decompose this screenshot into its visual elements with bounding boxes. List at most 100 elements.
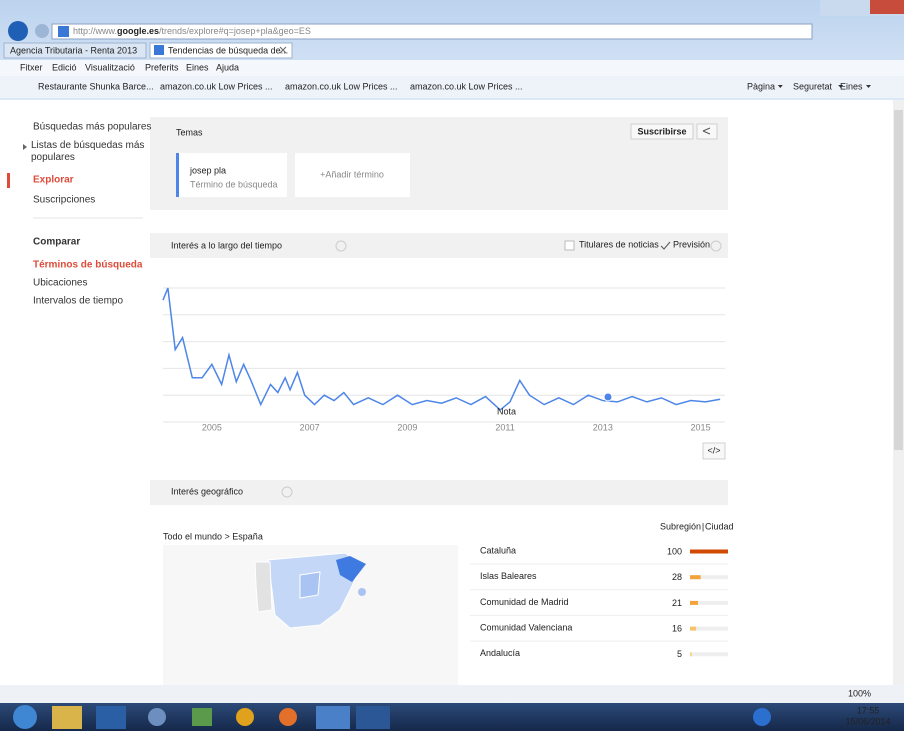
region-name: Andalucía <box>480 648 520 658</box>
subscribe-button[interactable] <box>630 123 694 140</box>
back-button[interactable] <box>8 21 28 41</box>
help-icon[interactable] <box>335 240 347 252</box>
geo-header <box>150 480 728 505</box>
sidebar-item[interactable]: Ubicaciones <box>33 278 87 289</box>
menu-item[interactable]: Edició <box>52 62 77 72</box>
region-name: Cataluña <box>480 545 516 555</box>
toggle[interactable]: Subregión <box>660 521 701 531</box>
share-button[interactable] <box>696 123 718 140</box>
checkmark[interactable] <box>660 241 671 250</box>
add-term[interactable] <box>295 153 410 197</box>
region-value: 21 <box>672 598 682 608</box>
taskbar-app[interactable] <box>279 708 297 726</box>
sidebar-item[interactable]: Búsquedas más populares <box>33 122 151 133</box>
favorite[interactable]: Restaurante Shunka Barce... <box>38 81 154 91</box>
taskbar-app[interactable] <box>236 708 254 726</box>
embed-button[interactable] <box>702 442 726 460</box>
option[interactable]: Titulares de noticias <box>579 239 659 249</box>
help-icon[interactable] <box>710 240 722 252</box>
bar-track <box>690 575 728 580</box>
sidebar-item[interactable]: Intervalos de tiempo <box>33 296 123 307</box>
favorite[interactable]: amazon.co.uk Low Prices ... <box>410 81 523 91</box>
taskbar-app[interactable] <box>192 708 212 726</box>
map <box>163 545 458 685</box>
bar-track <box>690 652 728 657</box>
scroll-thumb[interactable] <box>894 110 903 450</box>
sidebar-item[interactable]: Listas de búsquedas más populares <box>31 140 145 163</box>
menu-item[interactable]: Visualització <box>85 62 135 72</box>
menu-item[interactable]: Ajuda <box>216 62 239 72</box>
term-sub: Término de búsqueda <box>190 179 278 189</box>
taskbar-app[interactable] <box>316 706 350 729</box>
section-title: Temas <box>176 127 203 137</box>
x-tick-label: 2013 <box>593 422 613 432</box>
share-icon <box>702 127 711 135</box>
favorite[interactable]: amazon.co.uk Low Prices ... <box>285 81 398 91</box>
help-tray[interactable] <box>753 708 771 726</box>
bar-track <box>690 600 728 605</box>
term-color <box>176 153 179 197</box>
x-tick-label: 2007 <box>300 422 320 432</box>
toggle[interactable]: Ciudad <box>705 521 734 531</box>
site-icon <box>58 26 69 37</box>
command[interactable]: Seguretat <box>793 81 833 91</box>
tab-title[interactable]: Tendencias de búsqueda de... <box>168 45 288 55</box>
favorite[interactable]: amazon.co.uk Low Prices ... <box>160 81 273 91</box>
taskbar-app[interactable] <box>356 706 390 729</box>
line <box>162 287 721 411</box>
term: josep pla <box>189 165 226 175</box>
zoom[interactable]: 100% <box>848 688 871 698</box>
menu-item[interactable]: Preferits <box>145 62 179 72</box>
close-button[interactable] <box>870 0 904 14</box>
start-button[interactable] <box>13 705 37 729</box>
menu-item[interactable]: Fitxer <box>20 62 43 72</box>
checkbox[interactable] <box>564 240 575 251</box>
command[interactable]: Pàgina <box>747 81 775 91</box>
annotation-marker[interactable] <box>603 392 613 402</box>
portugal <box>254 561 273 613</box>
dropdown-arrow <box>838 85 844 88</box>
tab-close[interactable] <box>279 46 287 54</box>
tab-icon <box>154 45 164 55</box>
command[interactable]: Eines <box>840 81 863 91</box>
menu-item[interactable]: Eines <box>186 62 209 72</box>
tab-title[interactable]: Agencia Tributaria - Renta 2013 <box>10 45 137 55</box>
tab-active[interactable] <box>149 42 293 59</box>
url-domain: google.es <box>117 26 159 36</box>
taskbar-app[interactable] <box>96 706 126 729</box>
bar-track <box>690 626 728 631</box>
dropdown-arrow <box>866 85 871 88</box>
tab[interactable] <box>3 42 147 59</box>
button-label[interactable]: Suscribirse <box>637 126 686 136</box>
option[interactable]: Previsión <box>673 239 710 249</box>
url-prefix: http://www. <box>73 26 117 36</box>
forward-button[interactable] <box>35 24 49 38</box>
add-term-label[interactable]: +Añadir término <box>320 169 384 179</box>
bar <box>690 600 698 605</box>
region-name: Islas Baleares <box>480 571 537 581</box>
region-value: 100 <box>667 546 682 556</box>
region-value: 16 <box>672 623 682 633</box>
expand-arrow <box>23 144 27 150</box>
bar <box>690 549 728 554</box>
breadcrumb: Todo el mundo > España <box>163 531 263 541</box>
sidebar-item[interactable]: Términos de búsqueda <box>33 260 143 271</box>
taskbar-app[interactable] <box>148 708 166 726</box>
sidebar-heading: Comparar <box>33 237 80 248</box>
region-name: Comunidad Valenciana <box>480 622 572 632</box>
address-bar[interactable] <box>51 23 813 40</box>
dropdown-arrow <box>777 85 783 88</box>
term-card[interactable] <box>176 153 287 197</box>
time-header <box>150 233 728 258</box>
sidebar-item[interactable]: Explorar <box>33 175 74 186</box>
taskbar-app[interactable] <box>52 706 82 729</box>
status-bar <box>0 685 904 703</box>
x-tick-label: 2005 <box>202 422 222 432</box>
region-value: 28 <box>672 572 682 582</box>
sidebar-item[interactable]: Suscripciones <box>33 195 95 206</box>
menu-bar <box>0 60 904 76</box>
help-icon[interactable] <box>281 486 293 498</box>
chart-title: Interés geográfico <box>171 486 243 496</box>
